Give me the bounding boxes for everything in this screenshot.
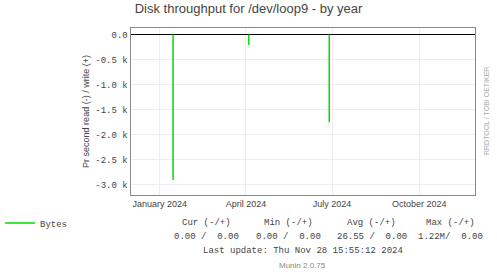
svg-text:Max (-/+): Max (-/+)	[426, 218, 475, 228]
svg-text:RRDTOOL / TOBI OETIKER: RRDTOOL / TOBI OETIKER	[483, 67, 490, 155]
svg-text:October 2024: October 2024	[392, 199, 447, 209]
svg-text:Min (-/+): Min (-/+)	[264, 218, 313, 228]
svg-text:January 2024: January 2024	[133, 199, 188, 209]
svg-text:Pr second read (-) / write (+): Pr second read (-) / write (+)	[81, 55, 91, 168]
svg-text:Cur (-/+): Cur (-/+)	[182, 218, 231, 228]
svg-text:Bytes: Bytes	[40, 220, 67, 230]
svg-text:1.22M/ 0.00: 1.22M/ 0.00	[418, 232, 483, 242]
svg-text:-1.0 k: -1.0 k	[95, 81, 127, 91]
svg-text:Disk throughput for /dev/loop9: Disk throughput for /dev/loop9 - by year	[135, 1, 363, 16]
svg-text:July 2024: July 2024	[313, 199, 352, 209]
svg-text:-0.5 k: -0.5 k	[95, 56, 127, 66]
svg-text:0.00 / 0.00: 0.00 / 0.00	[174, 232, 239, 242]
svg-text:Munin 2.0.75: Munin 2.0.75	[279, 261, 326, 270]
svg-text:0.00 / 0.00: 0.00 / 0.00	[256, 232, 321, 242]
svg-text:-2.0 k: -2.0 k	[95, 131, 127, 141]
svg-text:-2.5 k: -2.5 k	[95, 156, 127, 166]
svg-text:26.55 / 0.00: 26.55 / 0.00	[337, 232, 407, 242]
svg-text:Avg (-/+): Avg (-/+)	[347, 218, 396, 228]
svg-text:0.0: 0.0	[112, 31, 128, 41]
svg-text:-3.0 k: -3.0 k	[95, 181, 127, 191]
svg-text:Last update: Thu Nov 28 15:55:: Last update: Thu Nov 28 15:55:12 2024	[203, 246, 403, 256]
svg-text:-1.5 k: -1.5 k	[95, 106, 127, 116]
svg-text:April 2024: April 2024	[226, 199, 267, 209]
